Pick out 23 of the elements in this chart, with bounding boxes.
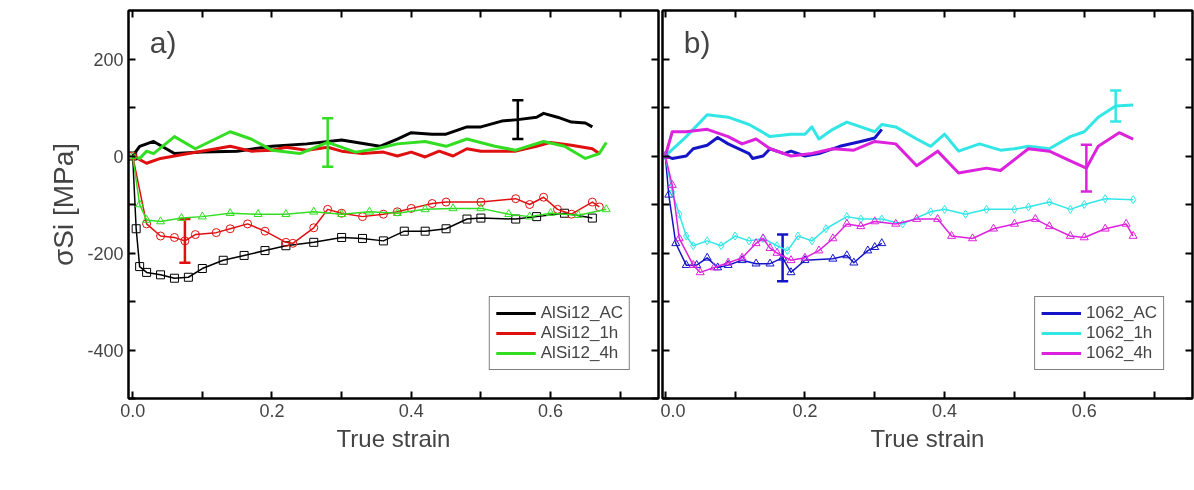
annotation: b) — [683, 26, 711, 60]
legend-label: AlSi12_AC — [540, 303, 623, 323]
x-tick-label: 0.0 — [120, 400, 146, 421]
legend-label: 1062_AC — [1086, 303, 1157, 323]
y-tick-label: 200 — [93, 49, 124, 70]
y-tick-label: -400 — [87, 340, 124, 361]
x-tick-label: 0.4 — [932, 400, 958, 421]
x-tick-label: 0.2 — [259, 400, 285, 421]
x-axis-title: True strain — [336, 424, 451, 452]
x-axis-title: True strain — [870, 424, 985, 452]
legend-label: AlSi12_4h — [540, 343, 619, 363]
x-tick-label: 0.6 — [538, 400, 564, 421]
x-tick-label: 0.2 — [792, 400, 818, 421]
y-tick-label: 0 — [113, 146, 124, 167]
x-tick-label: 0.6 — [1071, 400, 1097, 421]
y-tick-label: -200 — [87, 243, 124, 264]
y-axis-title: σSi [MPa] — [48, 142, 80, 267]
legend-label: 1062_1h — [1086, 323, 1153, 343]
annotation: a) — [149, 26, 177, 60]
x-tick-label: 0.0 — [660, 400, 686, 421]
legend-label: AlSi12_1h — [540, 323, 619, 343]
x-tick-label: 0.4 — [398, 400, 424, 421]
legend-label: 1062_4h — [1086, 343, 1153, 363]
